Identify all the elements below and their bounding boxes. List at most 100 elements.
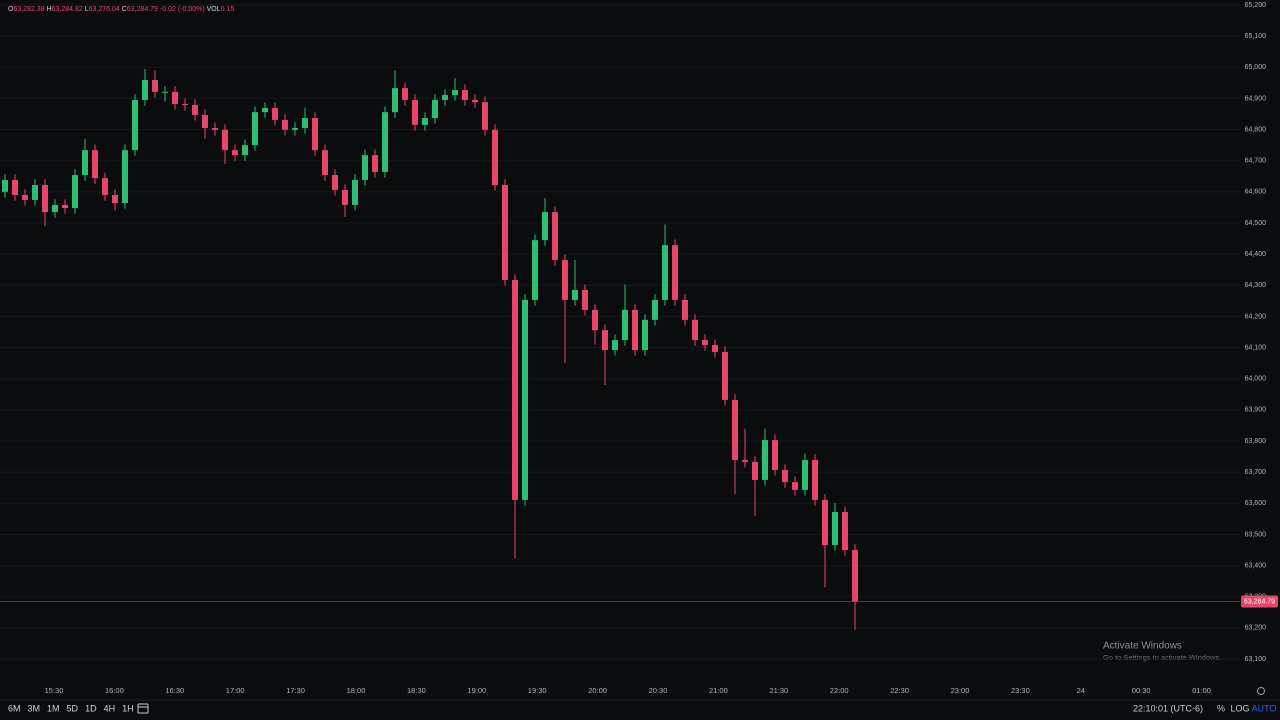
candle-body xyxy=(232,150,238,156)
log-button[interactable]: LOG xyxy=(1230,703,1249,713)
candle-body xyxy=(242,145,248,156)
range-button[interactable]: 1H xyxy=(122,703,134,713)
candle-body xyxy=(312,118,318,151)
x-tick-label: 23:00 xyxy=(951,686,970,695)
candle-body xyxy=(182,104,188,106)
candle-body xyxy=(562,260,568,300)
y-tick-label: 65,100 xyxy=(1245,33,1267,40)
legend-key: O xyxy=(8,6,14,13)
candle-body xyxy=(452,90,458,95)
candle-body xyxy=(582,289,588,310)
range-button[interactable]: 1D xyxy=(85,703,97,713)
x-tick-label: 15:30 xyxy=(45,686,64,695)
candle-body xyxy=(552,212,558,261)
candle-body xyxy=(82,150,88,176)
candle-body xyxy=(752,461,758,480)
legend-key: C xyxy=(122,6,127,13)
candle-body xyxy=(842,512,848,551)
candle-body xyxy=(742,460,748,462)
candle-body xyxy=(52,204,58,213)
y-tick-label: 63,500 xyxy=(1245,531,1267,538)
candle-body xyxy=(732,399,738,461)
candle-body xyxy=(822,499,828,546)
calendar-icon[interactable] xyxy=(137,703,149,714)
y-tick-label: 64,100 xyxy=(1245,344,1267,351)
settings-icon[interactable] xyxy=(1257,687,1265,695)
candle-body xyxy=(272,108,278,120)
candle-body xyxy=(12,180,18,195)
last-price-badge xyxy=(1241,595,1278,608)
legend-value: 0.15 xyxy=(221,6,235,13)
legend-key: VOL xyxy=(207,6,221,13)
legend-value: 63,284.79 xyxy=(127,6,158,13)
candle-body xyxy=(22,194,28,200)
range-button[interactable]: 4H xyxy=(104,703,116,713)
candle-body xyxy=(482,102,488,130)
y-tick-label: 63,700 xyxy=(1245,469,1267,476)
y-tick-label: 64,900 xyxy=(1245,95,1267,102)
candle-body xyxy=(502,184,508,280)
candle-body xyxy=(832,512,838,546)
candle-body xyxy=(162,91,168,93)
candle-body xyxy=(172,91,178,105)
y-tick-label: 64,700 xyxy=(1245,158,1267,165)
candle-body xyxy=(122,150,128,204)
candle-body xyxy=(542,212,548,241)
y-tick-label: 63,600 xyxy=(1245,500,1267,507)
y-tick-label: 64,200 xyxy=(1245,313,1267,320)
candle-body xyxy=(202,114,208,129)
range-button[interactable]: 5D xyxy=(67,703,79,713)
candle-body xyxy=(662,245,668,300)
candle-body xyxy=(852,550,858,602)
y-tick-label: 64,400 xyxy=(1245,251,1267,258)
x-tick-label: 21:30 xyxy=(769,686,788,695)
candle-body xyxy=(422,118,428,125)
x-tick-label: 21:00 xyxy=(709,686,728,695)
candle-body xyxy=(612,340,618,351)
candle-body xyxy=(212,128,218,130)
candle-body xyxy=(322,150,328,176)
candle-body xyxy=(762,440,768,480)
candle-body xyxy=(142,80,148,100)
candle-body xyxy=(682,299,688,320)
range-button[interactable]: 6M xyxy=(8,703,21,713)
candle-body xyxy=(282,119,288,130)
y-tick-label: 64,500 xyxy=(1245,220,1267,227)
candle-body xyxy=(782,469,788,483)
candle-body xyxy=(402,88,408,100)
y-tick-label: 64,800 xyxy=(1245,126,1267,133)
candle-body xyxy=(382,112,388,172)
y-tick-label: 63,200 xyxy=(1245,625,1267,632)
percent-button[interactable]: % xyxy=(1217,703,1225,713)
auto-button[interactable]: AUTO xyxy=(1252,703,1277,713)
x-tick-label: 19:30 xyxy=(528,686,547,695)
candle-body xyxy=(642,319,648,351)
candle-body xyxy=(672,245,678,300)
range-button[interactable]: 1M xyxy=(47,703,60,713)
candle-body xyxy=(2,180,8,192)
watermark-title: Activate Windows xyxy=(1103,641,1182,652)
candle-body xyxy=(352,180,358,205)
candle-body xyxy=(432,99,438,119)
candle-body xyxy=(112,194,118,204)
candle-body xyxy=(492,129,498,185)
candle-body xyxy=(262,108,268,113)
x-tick-label: 18:30 xyxy=(407,686,426,695)
legend-value: 63,282.38 xyxy=(13,6,44,13)
candle-body xyxy=(132,99,138,151)
candle-body xyxy=(192,104,198,115)
candle-body xyxy=(792,482,798,490)
x-tick-label: 17:30 xyxy=(286,686,305,695)
y-tick-label: 63,100 xyxy=(1245,656,1267,663)
x-tick-label: 22:30 xyxy=(890,686,909,695)
y-tick-label: 63,400 xyxy=(1245,562,1267,569)
range-button[interactable]: 3M xyxy=(28,703,41,713)
candle-body xyxy=(292,128,298,130)
legend-value: 63,276.04 xyxy=(89,6,120,13)
x-tick-label: 00:30 xyxy=(1132,686,1151,695)
legend-change: -0.02 (-0.00%) xyxy=(160,6,205,13)
candle-body xyxy=(222,129,228,151)
y-tick-label: 63,900 xyxy=(1245,407,1267,414)
y-tick-label: 63,800 xyxy=(1245,438,1267,445)
